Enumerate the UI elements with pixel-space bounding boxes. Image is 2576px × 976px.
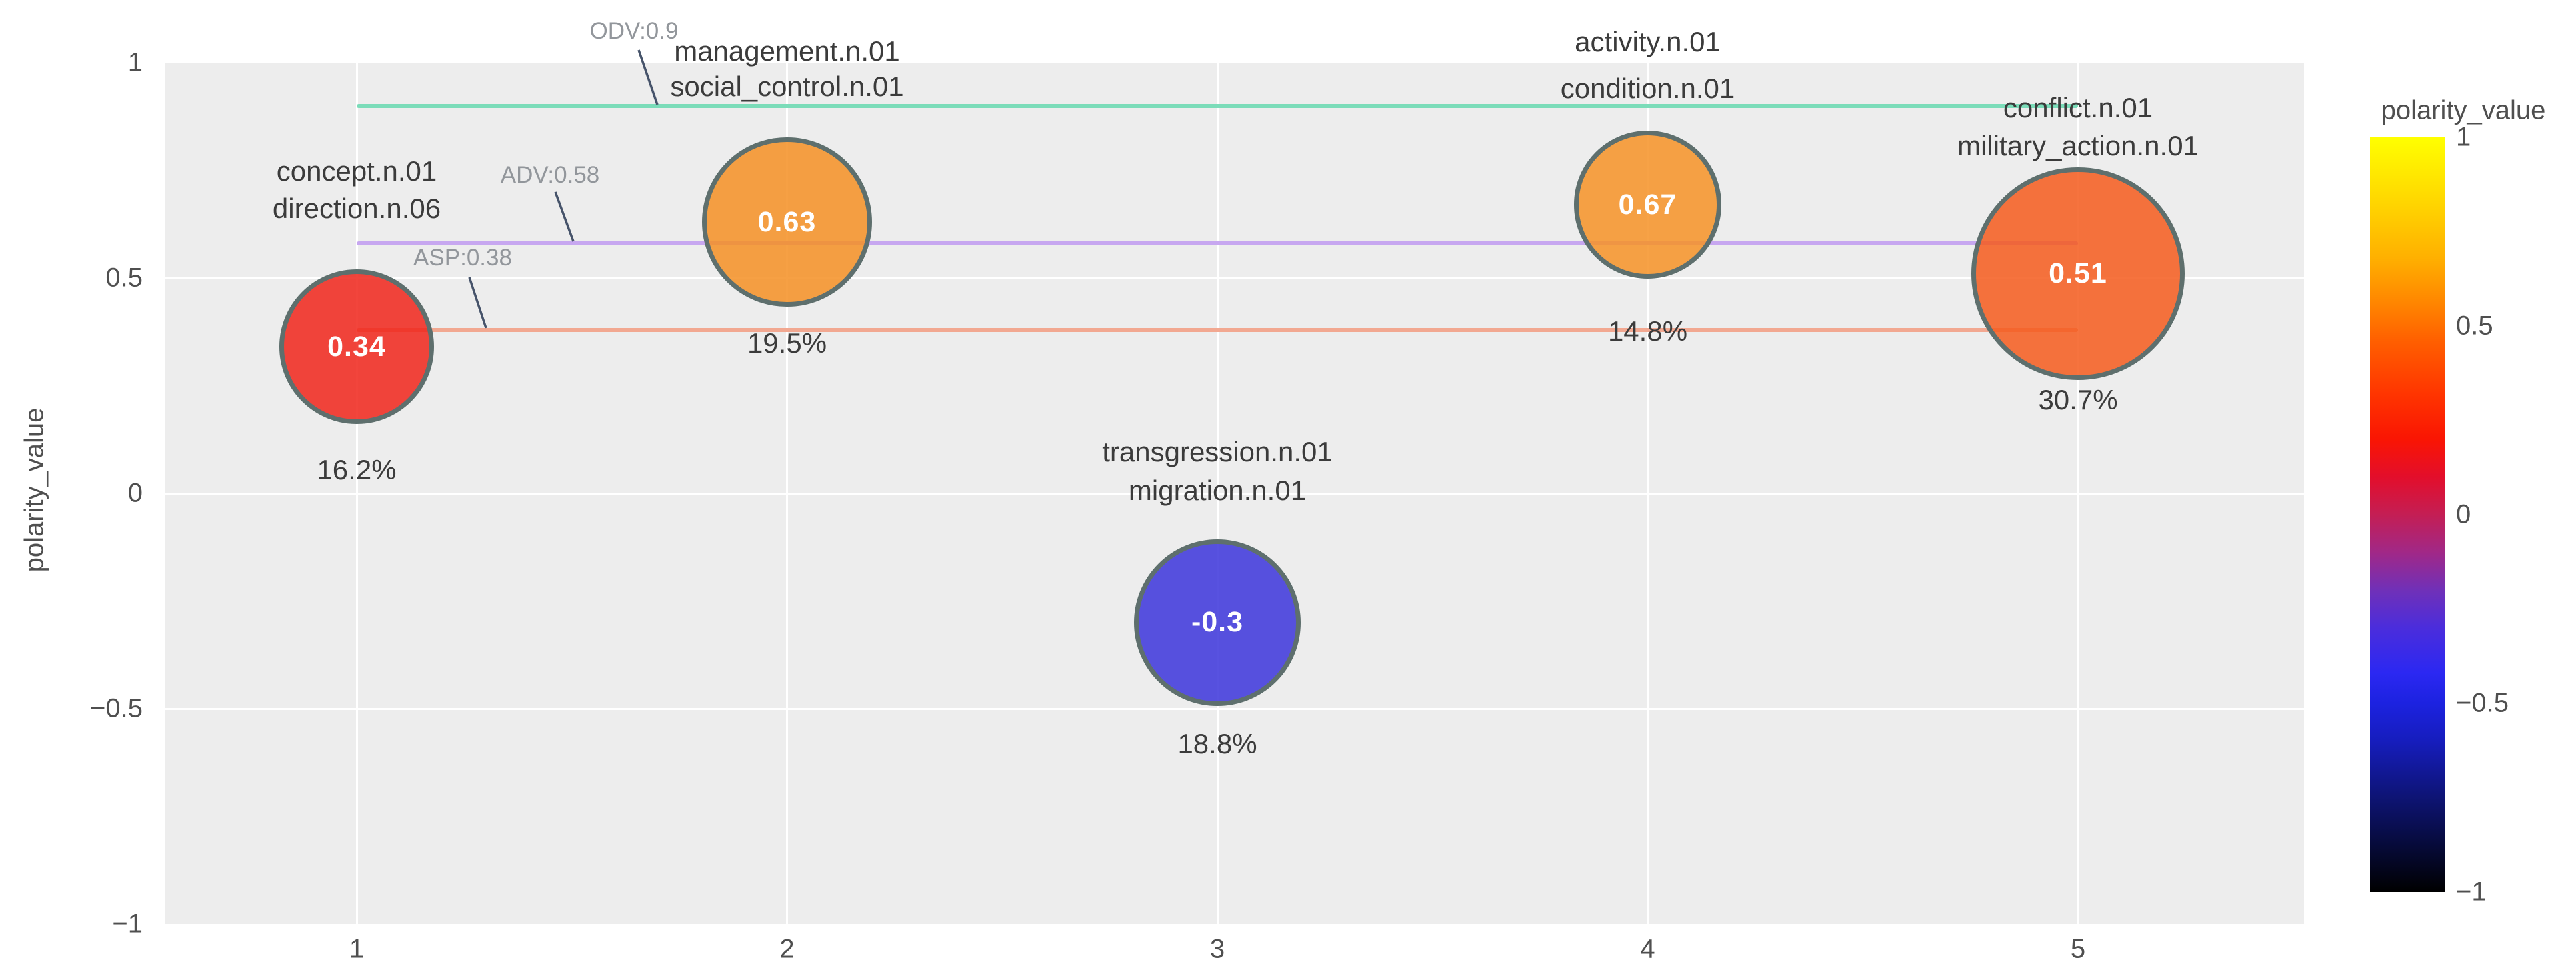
colorbar-tick: −1 [2456, 877, 2487, 907]
point-label-line: social_control.n.01 [670, 71, 904, 102]
point-label-line: military_action.n.01 [1957, 130, 2199, 161]
reference-line-label: ADV:0.58 [500, 162, 600, 188]
y-axis-tick: 1 [127, 47, 143, 77]
point-size-label: 19.5% [747, 327, 827, 359]
gridline-horizontal [165, 707, 2304, 710]
y-axis-tick: −0.5 [90, 693, 143, 723]
x-axis-tick: 1 [349, 934, 365, 964]
x-axis-tick: 2 [779, 934, 795, 964]
y-axis-tick: −1 [112, 909, 143, 939]
point-label-line: condition.n.01 [1560, 73, 1735, 104]
bubble-value-label: 0.63 [757, 205, 817, 238]
point-size-label: 18.8% [1177, 728, 1257, 759]
colorbar-title: polarity_value [2381, 95, 2546, 125]
bubble-point-1[interactable]: 0.34 [279, 269, 434, 425]
point-label-line: direction.n.06 [272, 193, 441, 224]
point-label-line: transgression.n.01 [1102, 436, 1333, 467]
point-size-label: 14.8% [1607, 315, 1688, 347]
bubble-value-label: -0.3 [1191, 606, 1244, 639]
bubble-value-label: 0.34 [327, 330, 386, 363]
colorbar-tick: 1 [2456, 122, 2471, 152]
y-axis-tick: 0.5 [105, 263, 143, 293]
reference-line-label: ASP:0.38 [413, 245, 512, 271]
y-axis-title: polarity_value [19, 407, 49, 573]
reference-line-asp [357, 327, 2078, 332]
reference-line-label: ODV:0.9 [589, 18, 679, 44]
colorbar-tick: 0 [2456, 499, 2471, 529]
colorbar-gradient [2370, 137, 2445, 892]
colorbar-tick: 0.5 [2456, 311, 2493, 341]
bubble-point-4[interactable]: 0.67 [1573, 131, 1722, 279]
point-label-line: management.n.01 [674, 35, 900, 67]
x-axis-tick: 3 [1209, 934, 1225, 964]
bubble-point-2[interactable]: 0.63 [702, 137, 872, 307]
point-label-line: concept.n.01 [276, 155, 437, 187]
gridline-horizontal [165, 492, 2304, 495]
bubble-point-5[interactable]: 0.51 [1971, 167, 2185, 381]
point-size-label: 16.2% [317, 454, 397, 485]
point-label-line: migration.n.01 [1128, 475, 1307, 506]
y-axis-tick: 0 [127, 478, 143, 508]
x-axis-tick: 4 [1640, 934, 1655, 964]
point-size-label: 30.7% [2038, 384, 2118, 415]
bubble-point-3[interactable]: -0.3 [1134, 539, 1301, 706]
colorbar-tick: −0.5 [2456, 688, 2509, 718]
x-axis-tick: 5 [2070, 934, 2086, 964]
reference-line-adv [357, 241, 2078, 246]
point-label-line: conflict.n.01 [2003, 92, 2153, 123]
reference-line-odv [357, 103, 2078, 108]
bubble-value-label: 0.51 [2049, 257, 2107, 290]
gridline-horizontal [165, 277, 2304, 279]
point-label-line: activity.n.01 [1575, 26, 1721, 57]
bubble-value-label: 0.67 [1618, 188, 1677, 221]
